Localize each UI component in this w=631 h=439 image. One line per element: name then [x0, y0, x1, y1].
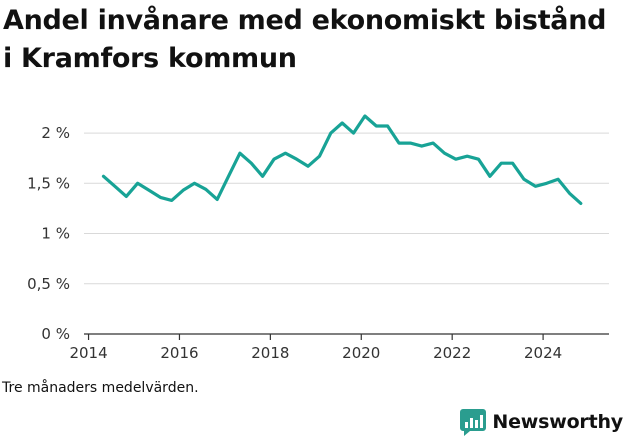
x-tick-label: 2014 — [69, 344, 107, 362]
y-axis-labels: 0 % 0,5 % 1 % 1,5 % 2 % — [27, 124, 70, 343]
brand-name: Newsworthy — [492, 411, 623, 433]
chart-title: Andel invånare med ekonomiskt bistånd i … — [3, 5, 607, 74]
series — [101, 114, 583, 206]
x-tick-label: 2020 — [342, 344, 380, 362]
x-tick-label: 2024 — [524, 344, 562, 362]
x-tick-label: 2022 — [433, 344, 471, 362]
gridlines — [84, 132, 609, 285]
series-line — [101, 114, 583, 206]
line-chart: 0 % 0,5 % 1 % 1,5 % 2 % 2014 2016 2018 2020 2022… — [27, 114, 609, 362]
x-axis-labels: 2014 2016 2018 2020 2022 2024 — [69, 344, 562, 362]
x-axis — [84, 333, 609, 340]
y-tick-label: 2 % — [41, 124, 70, 142]
y-tick-label: 0,5 % — [27, 275, 70, 293]
brand-logo: Newsworthy — [460, 408, 623, 436]
y-tick-label: 1,5 % — [27, 174, 70, 192]
x-tick-label: 2016 — [160, 344, 198, 362]
y-tick-label: 0 % — [41, 325, 70, 343]
y-tick-label: 1 % — [41, 225, 70, 243]
chart-caption: Tre månaders medelvärden. — [2, 380, 199, 396]
x-tick-label: 2018 — [251, 344, 289, 362]
newsworthy-chart-logo-icon — [460, 409, 487, 436]
